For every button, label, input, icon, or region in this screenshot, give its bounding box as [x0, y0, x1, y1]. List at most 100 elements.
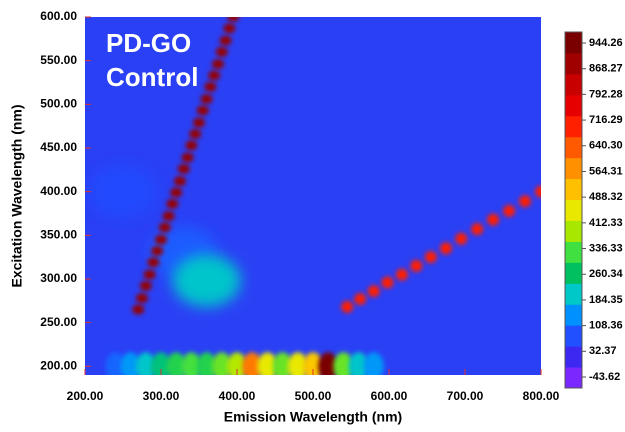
colorbar-label: 716.29 — [589, 114, 623, 126]
colorbar-segment — [565, 346, 582, 368]
intensity-peak — [487, 213, 500, 226]
y-tick-label: 500.00 — [40, 96, 77, 110]
intensity-peak — [519, 195, 532, 208]
colorbar-segment — [565, 157, 582, 180]
intensity-peak — [381, 276, 394, 289]
annotation: PD-GO — [106, 28, 191, 58]
y-tick-label: 350.00 — [40, 227, 77, 241]
plot-area — [85, 17, 541, 375]
intensity-peak — [177, 163, 190, 174]
intensity-peak — [318, 352, 339, 375]
intensity-peak — [181, 152, 194, 163]
intensity-peak — [440, 242, 452, 255]
intensity-peak — [151, 352, 171, 375]
intensity-peak — [272, 352, 293, 375]
intensity-peak — [162, 211, 175, 222]
intensity-peak — [172, 254, 241, 307]
colorbar-segment — [565, 283, 582, 305]
x-tick-label: 600.00 — [371, 389, 408, 403]
intensity-peak — [227, 352, 247, 375]
y-tick-label: 600.00 — [40, 9, 77, 23]
intensity-peak — [535, 185, 541, 198]
intensity-peak — [147, 257, 160, 268]
marks — [89, 17, 541, 375]
colorbar-segment — [565, 178, 582, 201]
colorbar-label: 792.28 — [589, 88, 623, 100]
colorbar-segment — [565, 94, 582, 117]
intensity-peak — [219, 35, 232, 46]
intensity-peak — [151, 246, 164, 257]
intensity-peak — [333, 352, 354, 375]
intensity-peak — [132, 304, 145, 315]
intensity-peak — [455, 232, 468, 245]
intensity-peak — [158, 222, 171, 233]
intensity-peak — [189, 129, 202, 140]
colorbar-segment — [565, 220, 582, 242]
colorbar-label: 488.32 — [589, 191, 623, 203]
intensity-peak — [341, 300, 354, 313]
y-tick-label: 550.00 — [40, 53, 77, 67]
x-tick-label: 500.00 — [295, 389, 332, 403]
x-tick-label: 300.00 — [143, 389, 180, 403]
colorbar-label: 336.33 — [589, 242, 623, 254]
colorbar-label: 108.36 — [589, 320, 623, 332]
colorbar-label: 412.33 — [589, 217, 623, 229]
colorbar-frame — [564, 31, 583, 389]
intensity-peak — [215, 46, 228, 57]
colorbar-label: 640.30 — [589, 140, 623, 152]
intensity-peak — [410, 259, 423, 272]
intensity-peak — [242, 352, 263, 375]
intensity-peak — [181, 352, 202, 375]
intensity-peak — [363, 352, 384, 375]
intensity-peak — [155, 234, 167, 245]
colorbar-segment — [565, 52, 582, 75]
intensity-peak — [204, 81, 217, 92]
intensity-peak — [348, 352, 369, 375]
intensity-peak — [257, 352, 278, 375]
y-tick-label: 250.00 — [40, 315, 77, 329]
colorbar-label: 32.37 — [589, 345, 617, 357]
colorbar-segment — [565, 241, 582, 263]
colorbar-label: 260.34 — [589, 268, 624, 280]
intensity-peak — [120, 352, 141, 375]
x-tick-label: 400.00 — [219, 389, 256, 403]
intensity-peak — [200, 94, 213, 105]
intensity-peak — [223, 23, 236, 34]
intensity-peak — [212, 59, 224, 70]
intensity-peak — [89, 165, 157, 218]
x-tick-label: 200.00 — [67, 389, 104, 403]
intensity-peak — [208, 70, 221, 81]
colorbar-label: 868.27 — [589, 63, 623, 75]
x-tick-label: 700.00 — [447, 389, 484, 403]
colorbar-label: -43.62 — [589, 371, 620, 383]
colorbar-label: 564.31 — [589, 165, 623, 177]
intensity-peak — [354, 293, 367, 306]
y-tick-label: 200.00 — [40, 358, 77, 372]
x-axis-label: Emission Wavelength (nm) — [224, 409, 402, 425]
intensity-peak — [227, 17, 240, 22]
intensity-peak — [174, 176, 186, 187]
intensity-peak — [395, 268, 408, 281]
intensity-peak — [367, 285, 380, 298]
intensity-peak — [166, 352, 187, 375]
colorbar-segment — [565, 199, 582, 221]
intensity-peak — [287, 352, 308, 375]
intensity-peak — [135, 352, 156, 375]
intensity-peak — [185, 140, 198, 151]
intensity-peak — [193, 117, 205, 128]
colorbar-segment — [565, 262, 582, 284]
intensity-peak — [166, 198, 179, 209]
y-axis-label: Excitation Wavelength (nm) — [9, 104, 25, 287]
intensity-peak — [503, 204, 516, 217]
intensity-peak — [170, 187, 183, 198]
colorbar-segment — [565, 115, 582, 138]
intensity-peak — [211, 352, 232, 375]
colorbar-label: 944.26 — [589, 37, 623, 49]
colorbar-segment — [565, 367, 582, 389]
colorbar-segment — [565, 304, 582, 326]
intensity-peak — [136, 293, 148, 304]
x-tick-label: 800.00 — [523, 389, 560, 403]
intensity-peak — [143, 269, 156, 280]
intensity-peak — [471, 223, 484, 236]
